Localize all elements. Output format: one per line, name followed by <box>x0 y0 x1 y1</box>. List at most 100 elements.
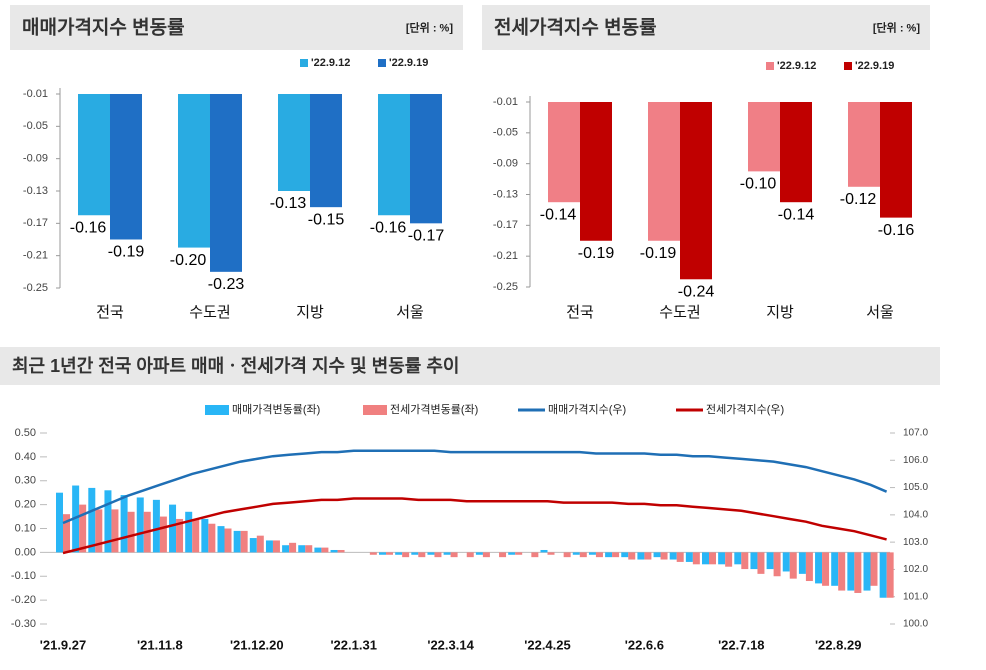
bar <box>621 552 629 558</box>
bar <box>822 552 830 586</box>
x-tick-label: '21.9.27 <box>40 637 86 652</box>
bar <box>863 552 871 591</box>
bar <box>563 552 571 558</box>
y-tick-label: -0.09 <box>23 153 48 165</box>
bar <box>278 94 310 191</box>
x-tick-label: '22.4.25 <box>524 637 570 652</box>
bar <box>637 552 645 560</box>
x-tick-label: '22.3.14 <box>427 637 474 652</box>
bar <box>104 490 112 553</box>
y-tick-label: -0.01 <box>23 88 48 100</box>
y-tick-label: 0.50 <box>15 427 36 439</box>
bar <box>580 102 612 241</box>
y-tick-label: -0.01 <box>493 96 518 108</box>
y2-tick-label: 102.0 <box>903 564 928 575</box>
bar <box>152 499 160 553</box>
unit-label: [단위 : %] <box>406 20 453 34</box>
bar <box>369 552 377 555</box>
bar <box>847 552 855 591</box>
y-tick-label: -0.05 <box>493 127 518 139</box>
y-tick-label: 0.40 <box>15 451 36 463</box>
bar <box>410 94 442 224</box>
y-tick-label: -0.17 <box>23 217 48 229</box>
bar <box>418 552 426 558</box>
value-label: -0.14 <box>540 206 577 223</box>
x-tick-label: 수도권 <box>189 304 230 321</box>
y2-tick-label: 103.0 <box>903 537 928 548</box>
chart-title: 매매가격지수 변동률 <box>22 17 185 39</box>
y-tick-label: -0.25 <box>23 282 48 294</box>
legend-swatch <box>844 62 852 70</box>
y-tick-label: -0.21 <box>23 250 48 262</box>
y-tick-label: -0.30 <box>11 618 36 630</box>
bar <box>310 94 342 208</box>
x-tick-label: '22.6.6 <box>625 637 664 652</box>
value-label: -0.14 <box>778 206 815 223</box>
y2-tick-label: 101.0 <box>903 591 928 602</box>
bar <box>379 552 386 555</box>
bar <box>169 504 177 553</box>
bar <box>879 552 887 598</box>
bar <box>210 94 242 272</box>
value-label: -0.19 <box>578 245 615 262</box>
bar <box>508 552 516 555</box>
x-tick-label: 서울 <box>866 304 894 321</box>
unit-label: [단위 : %] <box>873 20 920 34</box>
bar <box>386 552 393 555</box>
bar <box>831 552 839 586</box>
bar <box>854 552 862 593</box>
bar <box>233 530 241 553</box>
legend-label: '22.9.12 <box>777 60 816 72</box>
bar <box>653 552 661 558</box>
x-tick-label: 지방 <box>296 304 324 321</box>
value-label: -0.20 <box>170 252 207 269</box>
value-label: -0.15 <box>308 211 345 228</box>
bar <box>628 552 636 560</box>
bar <box>178 94 210 248</box>
bar <box>305 545 313 553</box>
x-tick-label: 서울 <box>396 304 424 321</box>
bar <box>63 514 70 553</box>
bar <box>378 94 410 216</box>
bar <box>612 552 620 558</box>
bar <box>676 552 684 562</box>
y-tick-label: 0.20 <box>15 499 36 511</box>
bar <box>692 552 700 565</box>
title-bar <box>0 347 940 385</box>
x-tick-label: 전국 <box>96 304 124 321</box>
bar <box>330 549 338 553</box>
chart-title: 최근 1년간 전국 아파트 매매ㆍ전세가격 지수 및 변동률 추이 <box>12 356 459 376</box>
bar <box>443 552 451 555</box>
y-tick-label: -0.17 <box>493 219 518 231</box>
bar <box>208 523 216 553</box>
x-tick-label: 지방 <box>766 304 794 321</box>
value-label: -0.12 <box>840 191 877 208</box>
bar <box>88 487 96 553</box>
bar <box>192 518 200 553</box>
bar <box>838 552 846 591</box>
legend-label: 매매가격변동률(좌) <box>232 403 320 416</box>
bar <box>815 552 823 584</box>
legend-swatch <box>363 405 387 415</box>
bar <box>702 552 709 565</box>
x-tick-label: '22.8.29 <box>815 637 861 652</box>
y-tick-label: -0.05 <box>23 120 48 132</box>
bar <box>249 538 257 553</box>
bar <box>588 552 596 555</box>
value-label: -0.16 <box>370 219 407 236</box>
legend-label: 매매가격지수(우) <box>548 403 626 416</box>
y-tick-label: -0.10 <box>11 570 36 582</box>
bar <box>750 552 758 570</box>
bar <box>475 552 483 555</box>
bar <box>886 552 894 598</box>
bar <box>547 552 555 555</box>
y-tick-label: 0.00 <box>15 546 36 558</box>
bar <box>78 94 110 216</box>
legend-swatch <box>205 405 229 415</box>
x-tick-label: 수도권 <box>659 304 700 321</box>
x-tick-label: '21.12.20 <box>230 637 284 652</box>
value-label: -0.24 <box>678 284 715 301</box>
legend-label: '22.9.19 <box>855 60 894 72</box>
value-label: -0.17 <box>408 228 445 245</box>
line-series <box>62 497 887 555</box>
